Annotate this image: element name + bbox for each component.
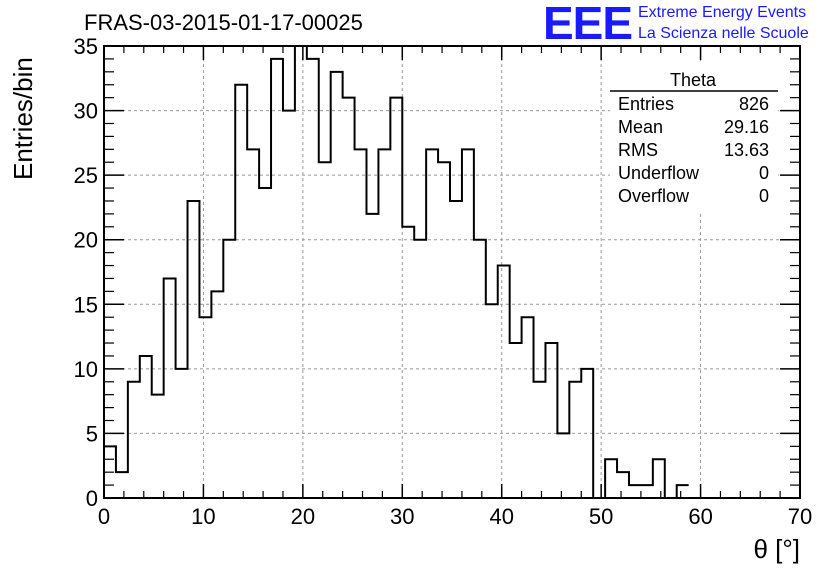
plot-frame: [103, 45, 801, 499]
histogram-bin: [641, 485, 653, 498]
histogram-bin: [307, 59, 319, 498]
x-tick-label: 30: [390, 504, 414, 529]
histogram-bin: [247, 149, 259, 498]
histogram-bin: [510, 343, 522, 498]
histogram-bin: [199, 317, 211, 498]
stats-box: Theta Entries 826 Mean 29.16 RMS 13.63 U…: [610, 62, 778, 212]
logo-line-2: La Scienza nelle Scuole: [638, 25, 809, 42]
stats-value-mean: 29.16: [724, 117, 769, 137]
histogram-bin: [498, 266, 510, 498]
page-title: FRAS-03-2015-01-17-00025: [84, 10, 363, 35]
histogram-bin: [164, 278, 176, 498]
histogram-bin: [557, 433, 569, 498]
logo-line-1: Extreme Energy Events: [638, 4, 807, 21]
histogram-bin: [378, 149, 390, 498]
histogram-bin: [438, 162, 450, 498]
y-tick-label: 5: [86, 421, 98, 446]
histogram-bin: [534, 382, 546, 498]
x-tick-labels: 0 10 20 30 40 50 60 70: [98, 504, 812, 529]
histogram-bin: [355, 149, 367, 498]
histogram-bin: [116, 472, 128, 498]
histogram-bin: [366, 214, 378, 498]
stats-label-mean: Mean: [618, 117, 663, 137]
x-tick-label: 50: [589, 504, 613, 529]
x-tick-label: 20: [291, 504, 315, 529]
stats-label-entries: Entries: [618, 94, 674, 114]
histogram-bin: [140, 356, 152, 498]
histogram-bin: [522, 317, 534, 498]
y-tick-label: 35: [74, 34, 98, 59]
stats-value-underflow: 0: [759, 163, 769, 183]
stats-value-entries: 826: [739, 94, 769, 114]
stats-title: Theta: [670, 70, 717, 90]
stats-label-overflow: Overflow: [618, 186, 690, 206]
histogram-outline: [104, 45, 689, 499]
histogram-bin: [271, 59, 283, 498]
axis-ticks: [103, 45, 801, 499]
histogram-bin: [402, 227, 414, 498]
histogram-bin: [486, 304, 498, 498]
histogram-bin: [128, 382, 140, 498]
x-axis-title: θ [°]: [753, 534, 800, 564]
histogram-bin: [545, 343, 557, 498]
stats-label-underflow: Underflow: [618, 163, 700, 183]
x-tick-label: 70: [788, 504, 812, 529]
histogram-bin: [653, 459, 665, 498]
histogram-bin: [152, 395, 164, 498]
histogram-bin: [605, 459, 617, 498]
histogram-bin: [331, 72, 343, 498]
y-tick-labels: 0 5 10 15 20 25 30 35: [74, 34, 98, 511]
y-tick-label: 25: [74, 163, 98, 188]
x-tick-label: 10: [191, 504, 215, 529]
histogram-bin: [629, 485, 641, 498]
y-tick-label: 30: [74, 99, 98, 124]
histogram-bin: [450, 201, 462, 498]
histogram-bin: [390, 98, 402, 498]
histogram-bin: [617, 472, 629, 498]
y-tick-label: 10: [74, 357, 98, 382]
histogram-bin: [319, 162, 331, 498]
histogram-bin: [235, 85, 247, 498]
y-tick-label: 15: [74, 292, 98, 317]
stats-value-rms: 13.63: [724, 140, 769, 160]
y-tick-label: 0: [86, 486, 98, 511]
x-tick-label: 0: [98, 504, 110, 529]
stats-value-overflow: 0: [759, 186, 769, 206]
histogram-bin: [569, 382, 581, 498]
x-tick-label: 40: [489, 504, 513, 529]
histogram-bin: [259, 188, 271, 498]
stats-label-rms: RMS: [618, 140, 658, 160]
histogram-bin: [343, 98, 355, 498]
logo-mark: EEE: [543, 0, 633, 49]
y-axis-title: Entries/bin: [8, 57, 38, 180]
y-tick-label: 20: [74, 228, 98, 253]
histogram-bin: [677, 485, 689, 498]
histogram-bin: [188, 201, 200, 498]
histogram-bin: [462, 149, 474, 498]
histogram-bin: [295, 46, 307, 498]
x-tick-label: 60: [688, 504, 712, 529]
histogram-bin: [426, 149, 438, 498]
histogram-bin: [211, 291, 223, 498]
